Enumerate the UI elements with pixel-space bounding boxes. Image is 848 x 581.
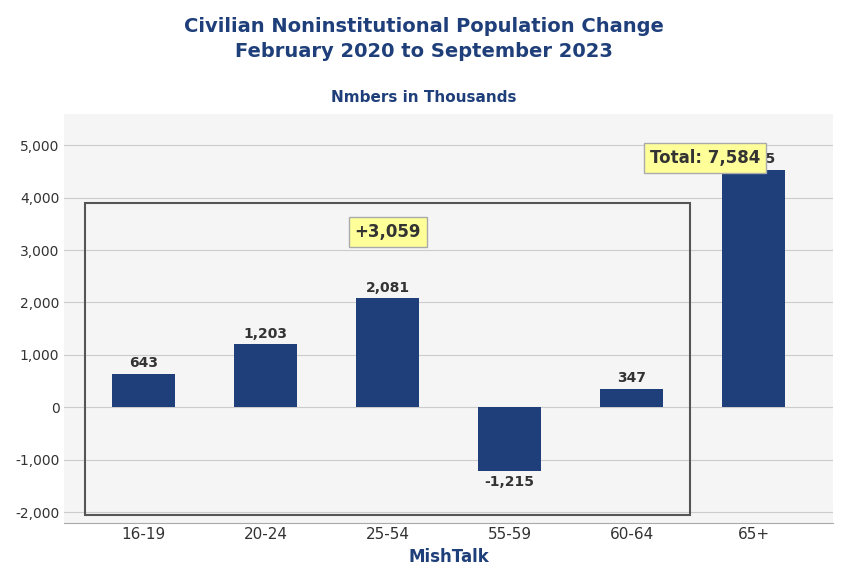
X-axis label: MishTalk: MishTalk <box>408 548 489 566</box>
Text: Nmbers in Thousands: Nmbers in Thousands <box>332 90 516 105</box>
Text: 347: 347 <box>617 371 646 385</box>
Text: -1,215: -1,215 <box>484 475 534 489</box>
Bar <box>722 170 785 407</box>
Text: Civilian Noninstitutional Population Change
February 2020 to September 2023: Civilian Noninstitutional Population Cha… <box>184 17 664 62</box>
Text: +3,059: +3,059 <box>354 223 421 241</box>
Bar <box>112 374 176 407</box>
Text: 643: 643 <box>129 356 158 370</box>
Bar <box>478 407 541 471</box>
Bar <box>234 344 298 407</box>
Text: Total: 7,584: Total: 7,584 <box>650 149 760 167</box>
Bar <box>356 298 419 407</box>
Text: 4,525: 4,525 <box>732 152 776 166</box>
Text: 1,203: 1,203 <box>243 327 287 340</box>
Text: 2,081: 2,081 <box>365 281 410 295</box>
Bar <box>600 389 663 407</box>
